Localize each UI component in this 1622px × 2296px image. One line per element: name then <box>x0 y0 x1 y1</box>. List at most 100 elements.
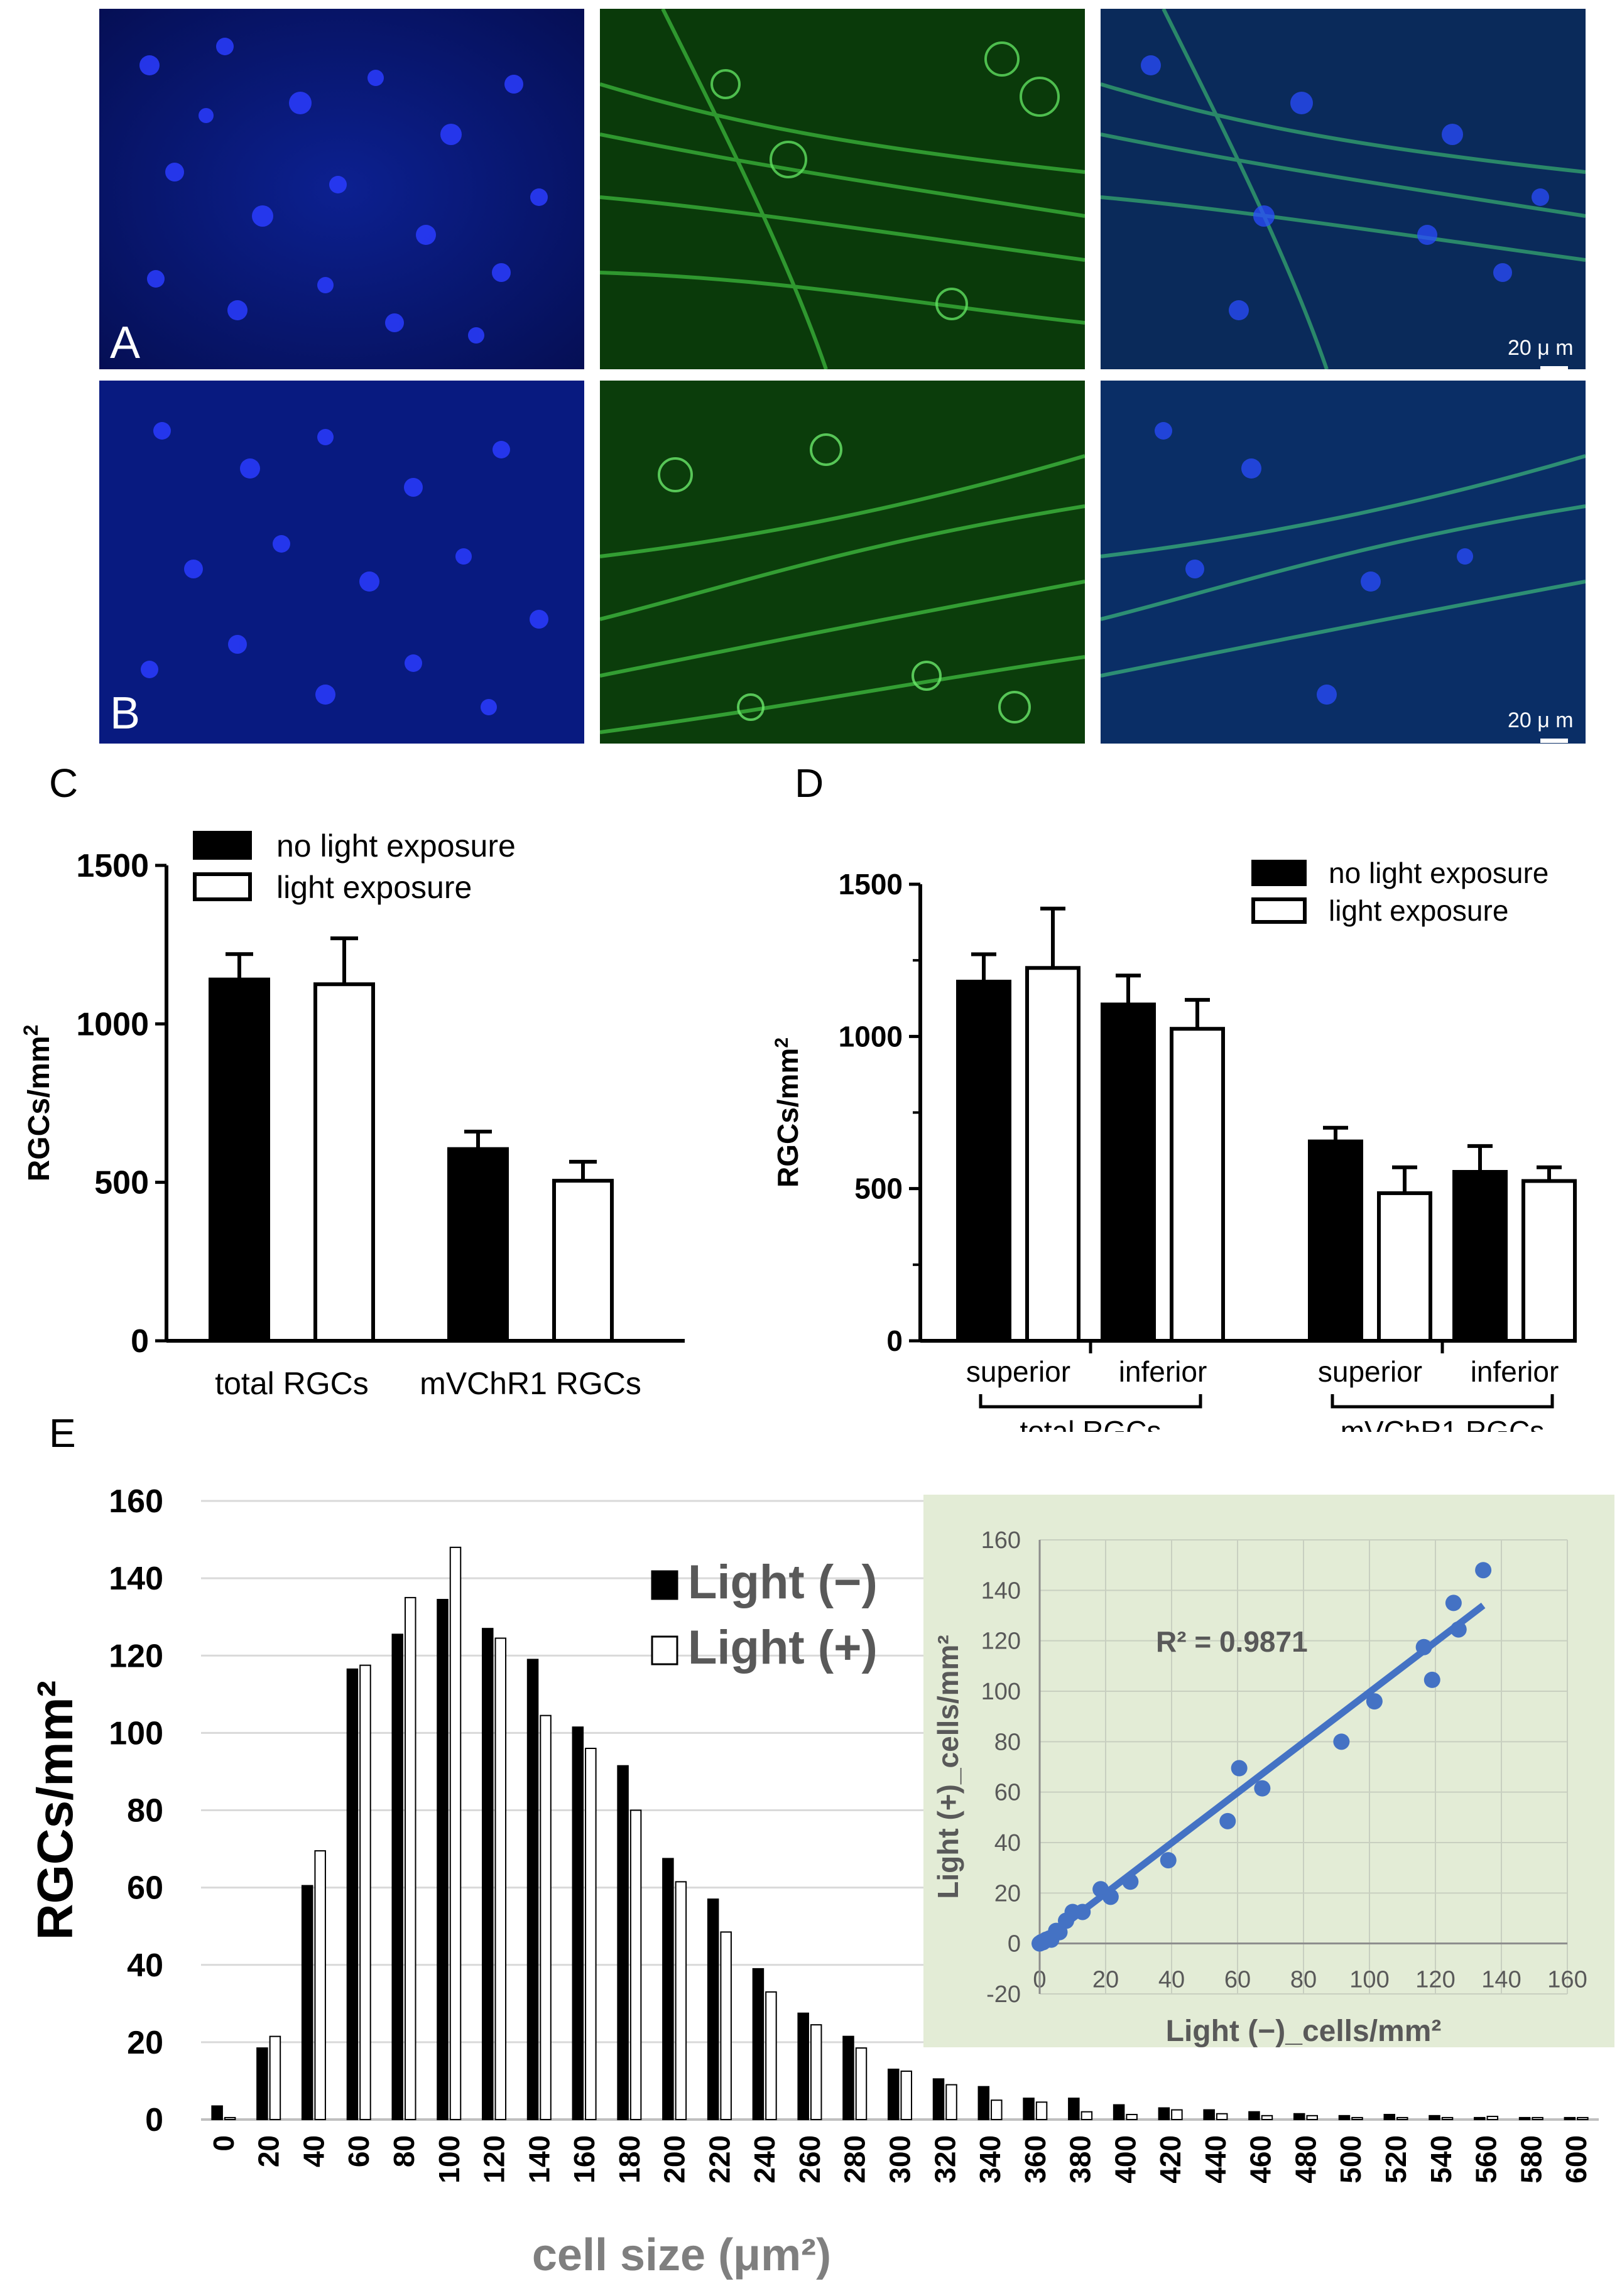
e-xtick-label-29: 580 <box>1515 2135 1547 2184</box>
e-bar-0-3 <box>346 1668 359 2120</box>
c-legend-swatch-1 <box>193 872 252 901</box>
e-xtick-label-23: 460 <box>1244 2135 1277 2184</box>
d-bar-0-1 <box>1101 1002 1156 1343</box>
e-xtick-label-13: 260 <box>793 2135 826 2184</box>
c-bar-1-0 <box>313 982 375 1343</box>
d-category-3: inferior <box>1471 1355 1559 1388</box>
e-ytick-label-0: 0 <box>145 2102 163 2138</box>
scalebar-b-label: 20 μ m <box>1508 708 1574 732</box>
e-xtick-label-22: 440 <box>1199 2135 1232 2184</box>
e-inset-xtick-label-6: 120 <box>1415 1967 1455 1993</box>
e-xtick-label-4: 80 <box>388 2135 420 2167</box>
e-bar-0-5 <box>437 1598 449 2120</box>
micro-a-dapi <box>99 9 584 369</box>
micro-a-dapi-img <box>99 9 584 369</box>
e-xtick-label-7: 140 <box>523 2135 555 2184</box>
d-bar-1-0 <box>1025 966 1080 1343</box>
c-bar-1-1 <box>552 1179 614 1343</box>
e-inset-point-19 <box>1333 1733 1350 1750</box>
e-inset-xtick-label-2: 40 <box>1158 1967 1185 1993</box>
d-ylabel: RGCs/mm2 <box>773 1037 804 1188</box>
d-legend-label-0: no light exposure <box>1329 857 1549 889</box>
d-group-bracket-0 <box>979 1394 1202 1409</box>
d-bar-1-3 <box>1521 1179 1577 1343</box>
e-xtick-label-15: 300 <box>884 2135 917 2184</box>
e-bar-1-27 <box>1441 2116 1454 2120</box>
c-legend-swatch-0 <box>193 831 252 860</box>
e-legend-swatch-1 <box>651 1635 678 1665</box>
c-ylabel: RGCs/mm2 <box>19 1025 56 1182</box>
e-bar-0-13 <box>797 2012 809 2120</box>
c-ytick-label-0: 0 <box>131 1323 149 1360</box>
chart-e: 0 20 40 60 80 100 120 140 160 RGCs/mm² cell size (… <box>27 1483 1614 2280</box>
micro-b-merge <box>1101 381 1586 744</box>
e-inset-ytick-label-3: 40 <box>994 1830 1021 1856</box>
e-inset-point-17 <box>1231 1760 1248 1777</box>
e-ytick-label-8: 160 <box>109 1483 163 1520</box>
e-bar-1-25 <box>1351 2116 1363 2120</box>
e-ytick-label-5: 100 <box>109 1715 163 1752</box>
e-xtick-label-18: 360 <box>1019 2135 1052 2184</box>
e-ytick-label-3: 60 <box>127 1870 163 1907</box>
c-legend-label-1: light exposure <box>276 870 472 905</box>
e-xtick-label-21: 420 <box>1154 2135 1187 2184</box>
e-inset-point-13 <box>1102 1888 1119 1905</box>
e-xtick-label-1: 20 <box>253 2135 285 2167</box>
e-bar-0-26 <box>1383 2113 1396 2120</box>
e-bar-1-20 <box>1126 2113 1138 2120</box>
e-bar-1-23 <box>1261 2115 1273 2120</box>
e-inset-xtick-label-7: 140 <box>1481 1967 1521 1993</box>
e-bar-0-15 <box>887 2068 900 2120</box>
c-ytick-label-2: 1000 <box>76 1006 149 1042</box>
e-inset-point-11 <box>1074 1903 1091 1920</box>
e-inset-xtick-label-1: 20 <box>1092 1967 1119 1993</box>
e-bar-1-12 <box>765 1991 777 2120</box>
e-bar-0-7 <box>526 1659 539 2120</box>
e-bar-1-21 <box>1171 2109 1183 2120</box>
e-xtick-label-12: 240 <box>748 2135 781 2184</box>
e-inset-ylabel: Light (+)_cells/mm² <box>932 1635 964 1898</box>
e-bar-1-18 <box>1035 2101 1048 2120</box>
e-bar-0-24 <box>1293 2113 1305 2120</box>
e-xtick-label-26: 520 <box>1380 2135 1412 2184</box>
e-inset-ytick-label-4: 60 <box>994 1780 1021 1806</box>
d-group-bracket-1 <box>1331 1394 1554 1409</box>
e-bar-1-11 <box>720 1931 732 2120</box>
e-inset-trendline <box>1037 1603 1486 1947</box>
e-inset-ytick-label-5: 80 <box>994 1729 1021 1755</box>
e-bar-1-0 <box>224 2116 236 2120</box>
scalebar-a-bar <box>1540 366 1568 371</box>
e-inset-point-15 <box>1160 1852 1177 1869</box>
e-inset-ytick-label-1: 0 <box>1008 1931 1021 1958</box>
e-bar-1-10 <box>675 1881 687 2120</box>
e-ytick-label-1: 20 <box>127 2025 163 2061</box>
e-xtick-label-6: 120 <box>478 2135 511 2184</box>
e-xtick-label-3: 60 <box>342 2135 375 2167</box>
e-bar-1-15 <box>900 2071 913 2120</box>
panel-label-c: C <box>49 761 79 806</box>
panel-label-b: B <box>110 688 141 739</box>
d-group-label-1: mVChR1 RGCs <box>1341 1415 1545 1432</box>
e-bar-1-16 <box>945 2084 957 2120</box>
e-bar-0-23 <box>1248 2111 1260 2120</box>
e-xtick-label-2: 40 <box>297 2135 330 2167</box>
e-inset-point-14 <box>1122 1873 1139 1890</box>
e-bar-0-25 <box>1338 2115 1351 2120</box>
micro-a-gfp-img <box>600 9 1085 369</box>
d-category-1: inferior <box>1119 1355 1207 1388</box>
e-xtick-label-9: 180 <box>613 2135 646 2184</box>
e-bar-1-28 <box>1486 2116 1499 2120</box>
e-bar-0-30 <box>1564 2116 1576 2120</box>
e-xtick-label-24: 480 <box>1289 2135 1322 2184</box>
e-inset-xtick-label-4: 80 <box>1290 1967 1317 1993</box>
d-category-2: superior <box>1318 1355 1422 1388</box>
e-xtick-label-8: 160 <box>568 2135 601 2184</box>
e-inset-point-23 <box>1445 1595 1462 1611</box>
c-bar-0-1 <box>447 1147 509 1343</box>
d-bar-1-1 <box>1170 1027 1225 1343</box>
e-bar-0-12 <box>752 1968 765 2120</box>
e-bar-1-29 <box>1532 2116 1543 2120</box>
c-bar-0-0 <box>209 977 270 1343</box>
e-xtick-label-10: 200 <box>658 2135 691 2184</box>
e-xtick-label-27: 540 <box>1425 2135 1457 2184</box>
